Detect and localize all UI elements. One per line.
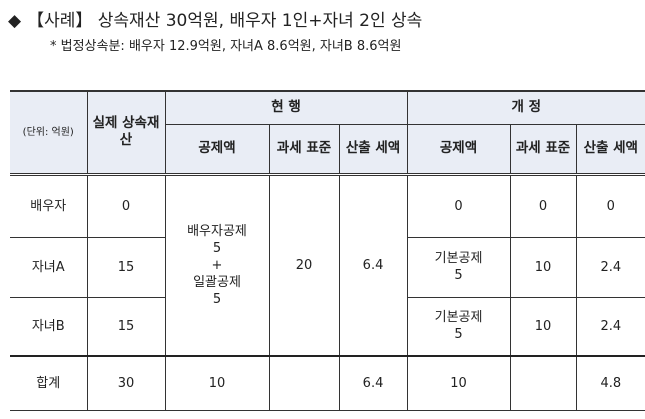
cell-rev-deduction: 0 bbox=[406, 173, 511, 238]
inheritance-tax-table: (단위: 억원) 실제 상속재산 현 행 개 정 공제액 과세 표준 산출 세액… bbox=[10, 90, 645, 411]
header-actual: 실제 상속재산 bbox=[86, 90, 166, 176]
cell-cur-deduction: 배우자공제 5 + 일괄공제 5 bbox=[164, 173, 270, 357]
cell-actual: 15 bbox=[86, 236, 166, 298]
header-rev-tax: 산출 세액 bbox=[575, 123, 645, 176]
cell-rev-tax: 2.4 bbox=[575, 236, 645, 298]
cell-cur-base: 20 bbox=[268, 173, 340, 357]
cell-rev-tax: 2.4 bbox=[575, 296, 645, 357]
cell-text: 기본공제 5 bbox=[434, 310, 483, 343]
cell-cur-tax: 6.4 bbox=[338, 173, 408, 357]
cell-rev-deduction: 10 bbox=[406, 355, 511, 411]
header-cur-deduction: 공제액 bbox=[165, 123, 270, 176]
cell-rev-base: 10 bbox=[509, 296, 577, 357]
cell-cur-deduction: 10 bbox=[164, 355, 270, 411]
cell-rev-deduction: 기본공제 5 bbox=[406, 296, 511, 357]
text-line: 5 bbox=[212, 291, 222, 307]
cell-actual: 30 bbox=[86, 355, 166, 411]
cell-rev-deduction: 기본공제 5 bbox=[406, 236, 511, 298]
cell-rev-tax: 0 bbox=[575, 173, 645, 238]
row-name: 합계 bbox=[10, 355, 88, 411]
unit-label: (단위: 억원) bbox=[10, 90, 88, 176]
cell-rev-base bbox=[509, 355, 577, 411]
row-name: 자녀B bbox=[10, 296, 88, 357]
text-line: 5 bbox=[212, 240, 222, 256]
text-line: 일괄공제 bbox=[193, 274, 241, 290]
header-cur-tax: 산출 세액 bbox=[338, 123, 408, 176]
statutory-share-note: * 법정상속분: 배우자 12.9억원, 자녀A 8.6억원, 자녀B 8.6억… bbox=[50, 39, 402, 54]
cell-cur-base bbox=[268, 355, 340, 411]
header-rev-base: 과세 표준 bbox=[509, 123, 577, 176]
cell-actual: 15 bbox=[86, 296, 166, 357]
table-row: 배우자 0 배우자공제 5 + 일괄공제 5 20 6.4 0 0 0 bbox=[10, 173, 645, 357]
row-name: 배우자 bbox=[10, 173, 88, 238]
cell-cur-tax: 6.4 bbox=[338, 355, 408, 411]
header-rev-deduction: 공제액 bbox=[406, 123, 511, 176]
cell-rev-base: 10 bbox=[509, 236, 577, 298]
header-current: 현 행 bbox=[164, 90, 408, 125]
text-line: + bbox=[211, 257, 223, 273]
cell-actual: 0 bbox=[86, 173, 166, 238]
header-cur-base: 과세 표준 bbox=[268, 123, 340, 176]
table-row: 자녀B 15 기본공제 5 10 2.4 bbox=[10, 296, 645, 357]
cell-text: 기본공제 5 bbox=[434, 251, 483, 283]
cell-rev-base: 0 bbox=[509, 173, 577, 238]
header-revised: 개 정 bbox=[406, 90, 645, 125]
diamond-bullet-icon: ◆ bbox=[8, 11, 22, 31]
row-name: 자녀A bbox=[10, 236, 88, 298]
total-row: 합계 30 10 6.4 10 4.8 bbox=[10, 355, 645, 411]
cell-rev-tax: 4.8 bbox=[575, 355, 645, 411]
case-heading: ◆ 【사례】 상속재산 30억원, 배우자 1인+자녀 2인 상속 bbox=[8, 11, 423, 31]
text-line: 배우자공제 bbox=[187, 223, 247, 239]
